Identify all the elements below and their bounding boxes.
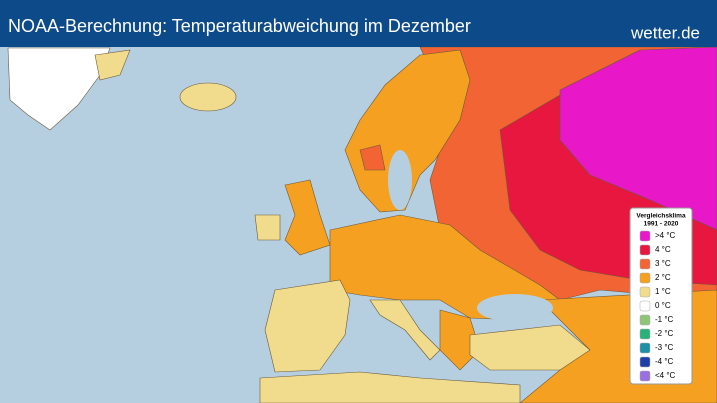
legend-swatch [639,272,651,284]
legend-label: 2 °C [655,273,671,282]
legend-label: -3 °C [655,343,674,352]
legend-label: 4 °C [655,245,671,254]
legend-swatch [639,286,651,298]
legend: Vergleichsklima 1991 - 2020 >4 °C 4 °C 3 °… [629,207,693,385]
legend-swatch [639,356,651,368]
header-title: NOAA-Berechnung: Temperaturabweichung im… [8,16,471,36]
legend-title: Vergleichsklima [636,213,686,220]
legend-label: -4 °C [655,357,674,366]
header-bar [0,0,717,47]
legend-label: <4 °C [655,371,676,380]
legend-label: >4 °C [655,231,676,240]
legend-swatch [639,244,651,256]
legend-label: 1 °C [655,287,671,296]
legend-label: -2 °C [655,329,674,338]
legend-swatch [639,300,651,312]
brand: wetter.de [630,23,700,42]
legend-swatch [639,342,651,354]
legend-label: 0 °C [655,301,671,310]
legend-swatch [639,258,651,270]
legend-swatch [639,370,651,382]
black-sea [477,294,553,322]
legend-swatch [639,328,651,340]
legend-swatch [639,230,651,242]
legend-label: -1 °C [655,315,674,324]
legend-swatch [639,314,651,326]
legend-title: 1991 - 2020 [644,221,679,228]
baltic-sea [388,150,412,210]
legend-label: 3 °C [655,259,671,268]
